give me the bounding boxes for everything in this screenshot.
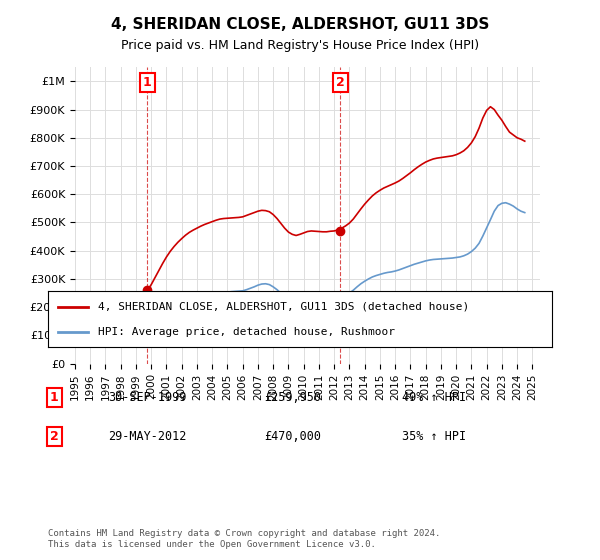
Text: HPI: Average price, detached house, Rushmoor: HPI: Average price, detached house, Rush… (98, 326, 395, 337)
Text: £259,950: £259,950 (264, 391, 321, 404)
Text: 49% ↑ HPI: 49% ↑ HPI (402, 391, 466, 404)
Text: 29-MAY-2012: 29-MAY-2012 (108, 430, 187, 444)
Text: 30-SEP-1999: 30-SEP-1999 (108, 391, 187, 404)
Text: 2: 2 (336, 76, 344, 89)
Text: £470,000: £470,000 (264, 430, 321, 444)
Text: Price paid vs. HM Land Registry's House Price Index (HPI): Price paid vs. HM Land Registry's House … (121, 39, 479, 52)
Text: 35% ↑ HPI: 35% ↑ HPI (402, 430, 466, 444)
Text: 4, SHERIDAN CLOSE, ALDERSHOT, GU11 3DS: 4, SHERIDAN CLOSE, ALDERSHOT, GU11 3DS (111, 17, 489, 32)
Text: 2: 2 (50, 430, 58, 444)
Text: 4, SHERIDAN CLOSE, ALDERSHOT, GU11 3DS (detached house): 4, SHERIDAN CLOSE, ALDERSHOT, GU11 3DS (… (98, 302, 470, 312)
Text: Contains HM Land Registry data © Crown copyright and database right 2024.
This d: Contains HM Land Registry data © Crown c… (48, 529, 440, 549)
Text: 1: 1 (50, 391, 58, 404)
Text: 1: 1 (143, 76, 152, 89)
